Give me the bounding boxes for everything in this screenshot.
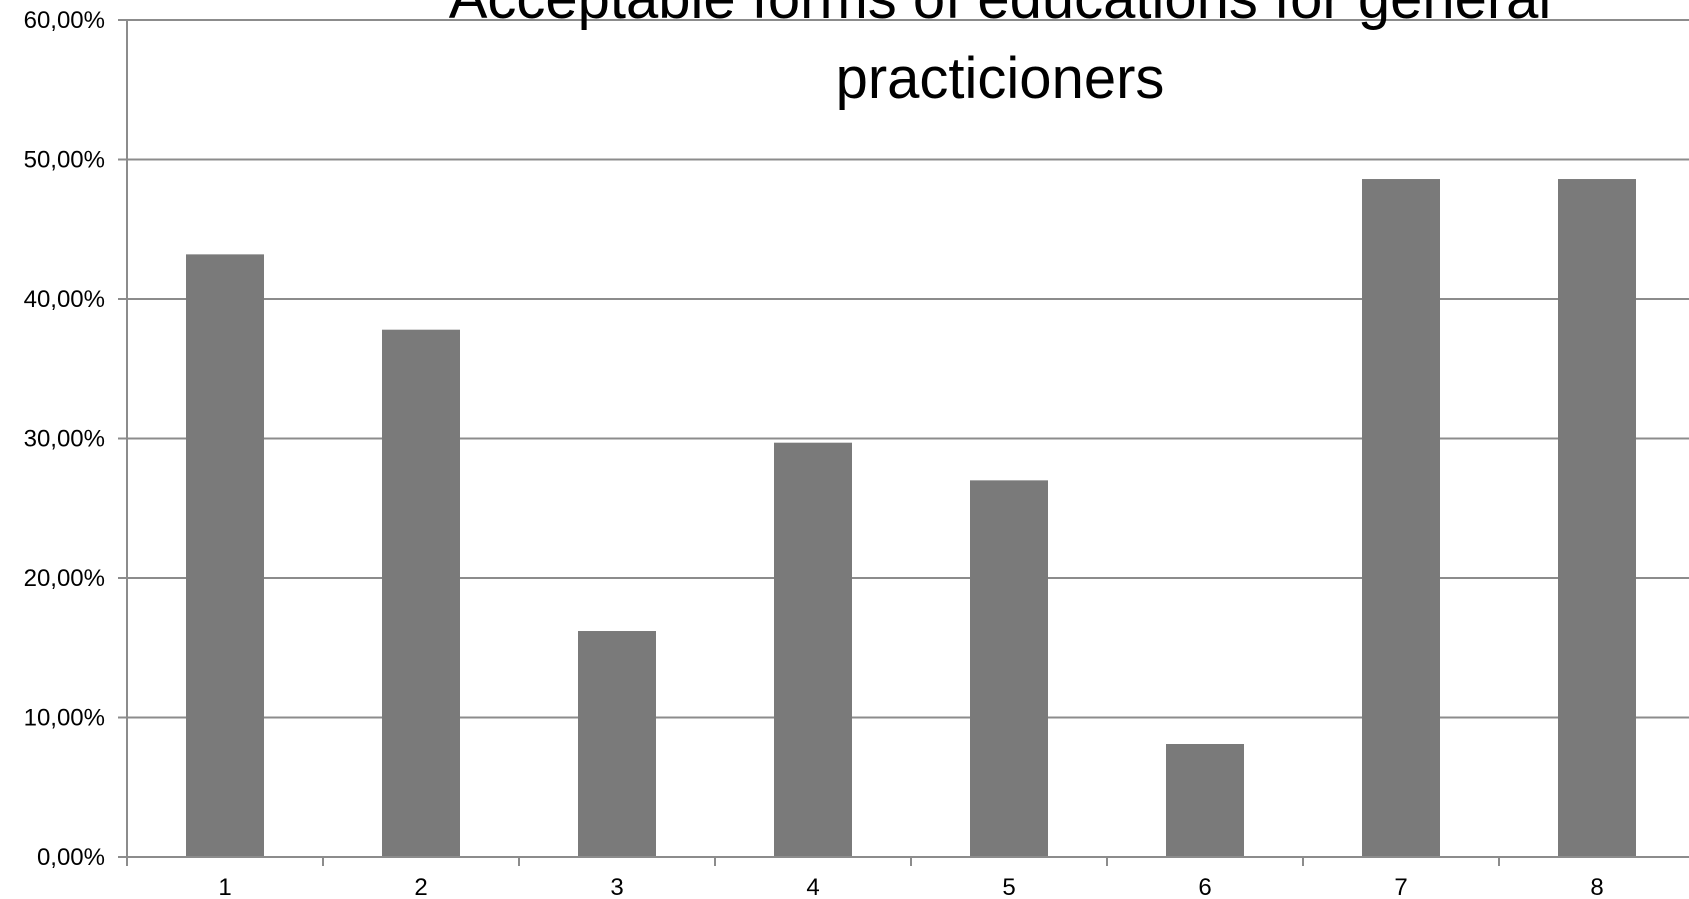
axes [118,19,1689,866]
y-tick-label: 60,00% [24,7,105,34]
bar [970,480,1048,857]
x-tick-label: 1 [218,874,231,899]
chart-title: Acceptable forms of educations for gener… [449,0,1552,111]
x-tick-label: 6 [1198,874,1211,899]
y-tick-label: 40,00% [24,286,105,313]
bar [1362,179,1440,857]
gridlines [127,19,1689,719]
chart-title-line-1: Acceptable forms of educations for gener… [449,0,1552,31]
chart-title-line-2: practicioners [836,46,1165,111]
y-tick-label: 10,00% [24,705,105,732]
bar [1166,744,1244,857]
bar [774,442,852,857]
bar [186,254,264,858]
y-tick-label: 0,00% [37,844,105,871]
x-tick-label: 4 [806,874,819,899]
bar [578,631,656,857]
x-tick-labels: 1 2 3 4 5 6 7 8 [218,874,1603,899]
y-tick-label: 30,00% [24,426,105,453]
x-tick-label: 5 [1002,874,1015,899]
x-tick-label: 7 [1394,874,1407,899]
x-tick-label: 8 [1590,874,1603,899]
bar [382,329,460,857]
bar [1558,179,1636,857]
y-tick-label: 50,00% [24,147,105,174]
y-tick-label: 20,00% [24,565,105,592]
x-tick-label: 2 [414,874,427,899]
y-tick-labels: 0,00% 10,00% 20,00% 30,00% 40,00% 50,00% 60,00… [24,7,105,871]
bars [186,179,1636,858]
x-tick-label: 3 [610,874,623,899]
